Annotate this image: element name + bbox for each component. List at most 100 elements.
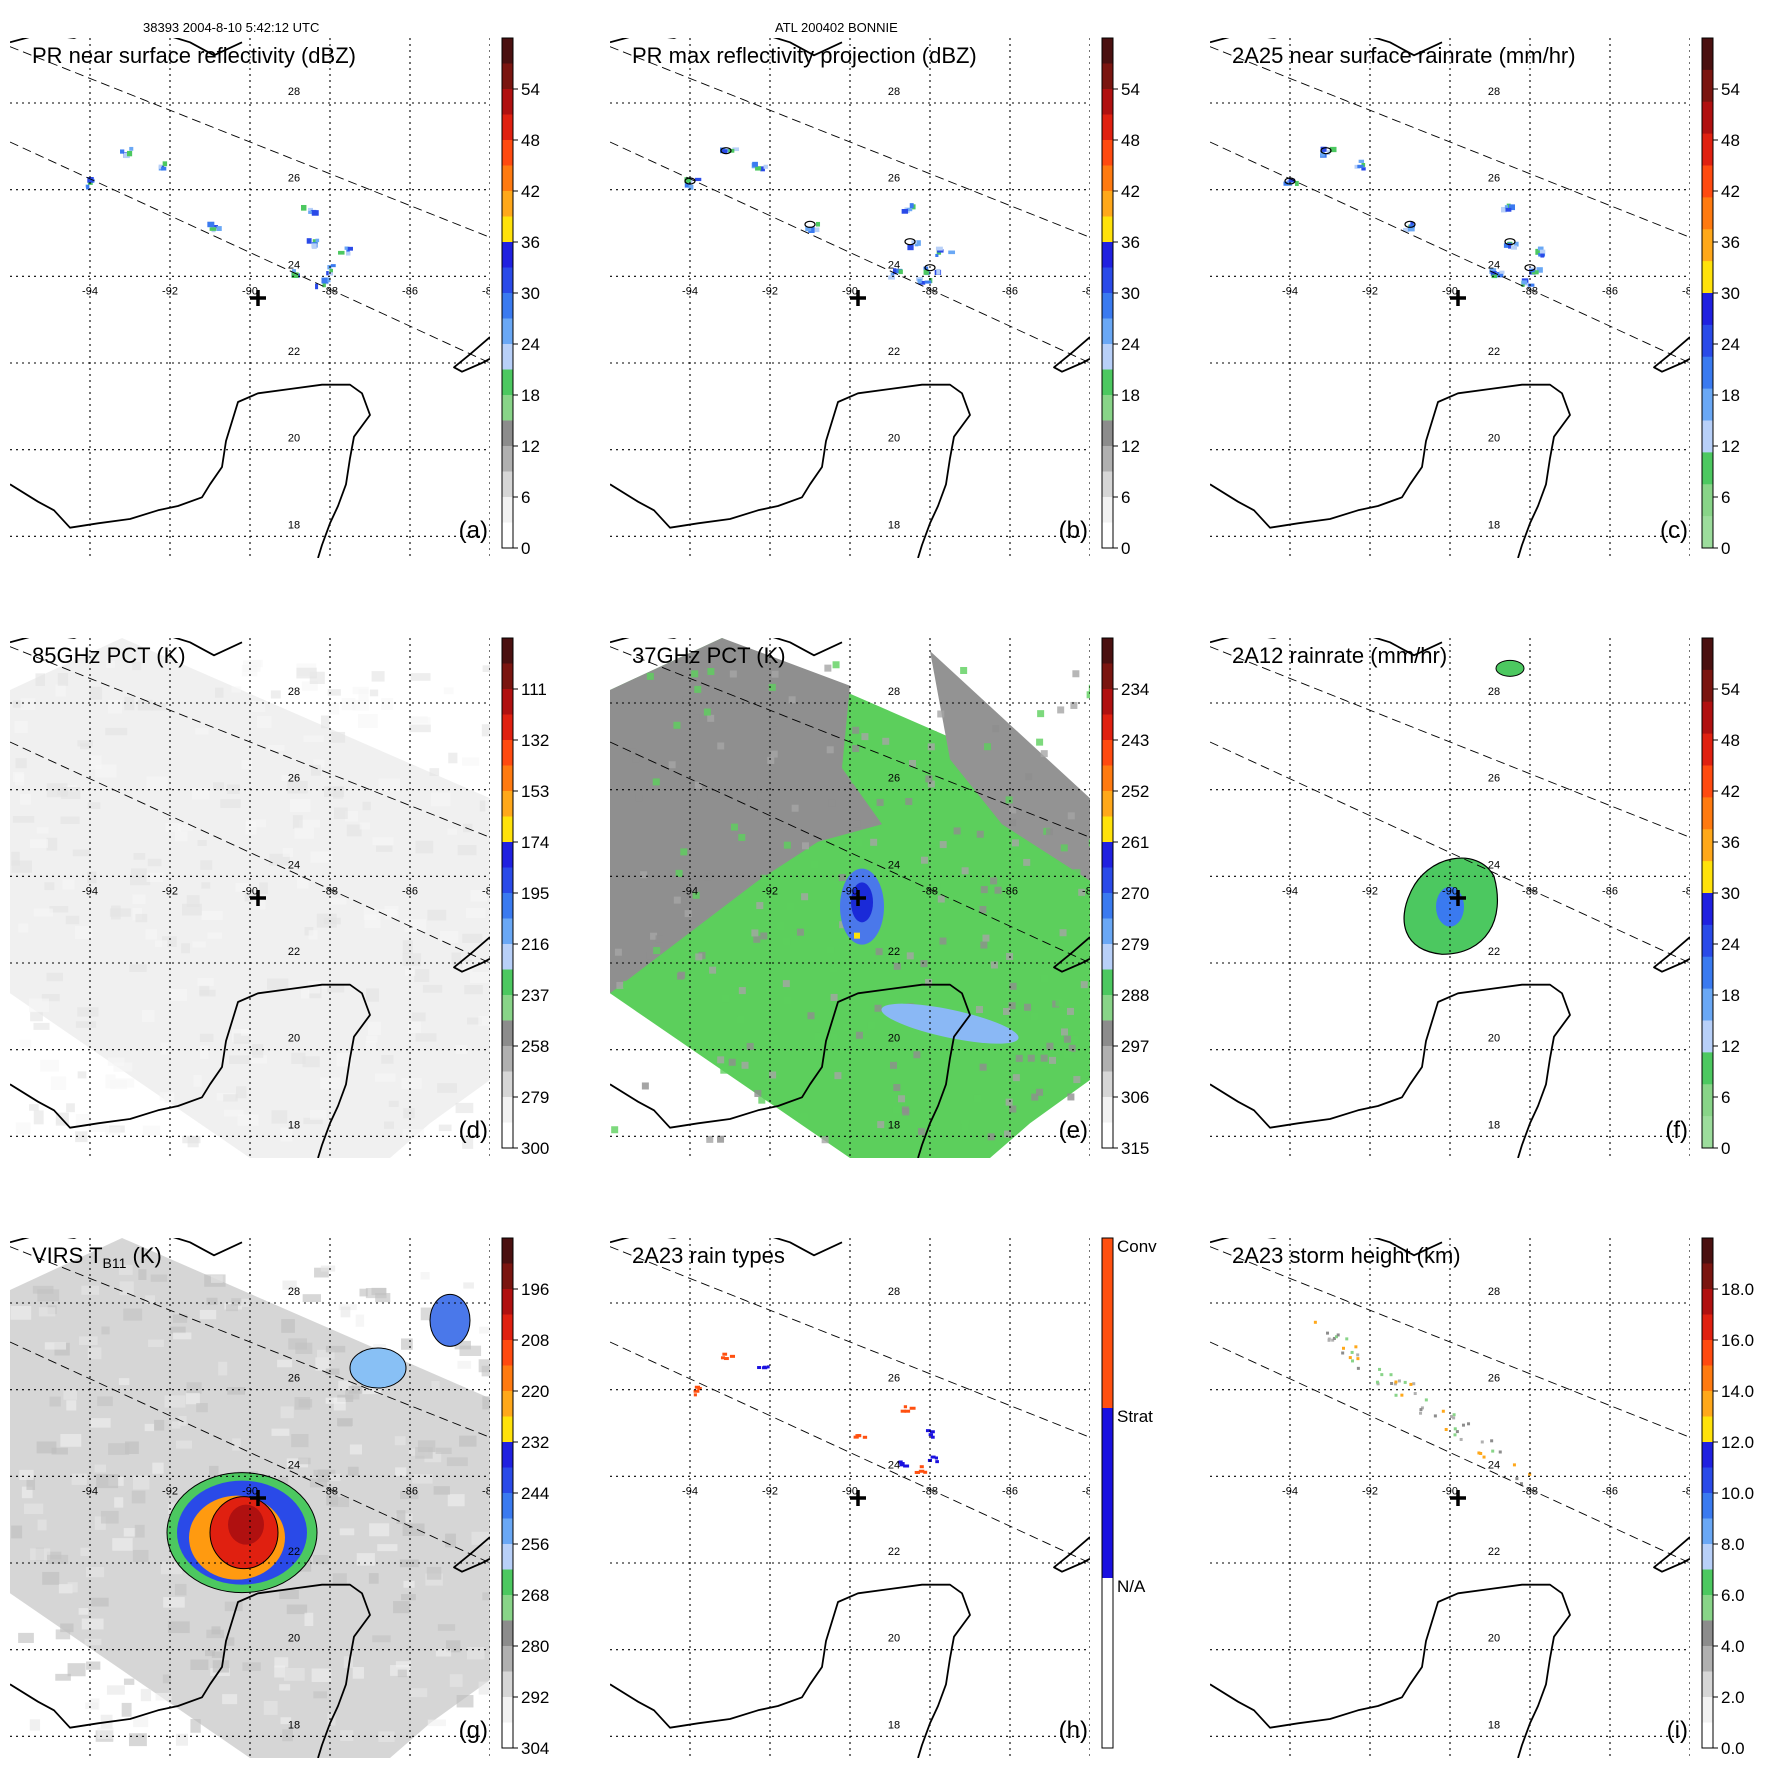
echo-pixel — [901, 208, 909, 214]
pixel-cell — [408, 1021, 421, 1034]
height-pixel — [1480, 1440, 1484, 1444]
colorbar-band — [1702, 988, 1713, 1021]
echo-pixel — [162, 161, 168, 167]
pixel-cell — [165, 823, 181, 832]
chart-svg: -94 -92 -90 -88 -86 -84 28 26 24 22 20 18 18.0 16.0 14… — [1210, 1237, 1754, 1758]
echo-pixel — [300, 204, 307, 211]
height-pixel — [1341, 1351, 1345, 1355]
echo-pixel — [1354, 164, 1361, 169]
pixel-cell — [451, 952, 461, 966]
echo-pixel — [1514, 241, 1519, 247]
echo-pixel — [1540, 251, 1545, 258]
pixel-cell — [470, 890, 488, 902]
coastline-cuba — [453, 936, 490, 973]
height-pixel — [1332, 1336, 1336, 1340]
pixel-cell — [212, 1660, 230, 1673]
storm-center-marker — [250, 290, 266, 306]
pixel-cell — [611, 1126, 619, 1134]
pixel-cell — [682, 696, 690, 704]
pixel-cell — [893, 962, 901, 970]
pixel-cell — [455, 1102, 474, 1114]
colorbar-band — [1102, 1122, 1113, 1149]
pixel-cell — [207, 932, 223, 939]
coast-blue — [881, 1003, 1019, 1044]
colorbar-band — [502, 1071, 513, 1098]
pixel-cell — [707, 667, 715, 675]
storm-center-marker — [250, 890, 266, 906]
colorbar-band — [1702, 669, 1713, 703]
colorbar-band — [502, 791, 513, 817]
pixel-cell — [280, 1127, 293, 1142]
lon-tick-label: -94 — [82, 1486, 98, 1498]
pixel-cell — [325, 1345, 346, 1353]
pixel-cell — [328, 1473, 341, 1482]
lon-tick-label: -86 — [1602, 1486, 1618, 1498]
pixel-cell — [1036, 738, 1044, 746]
pixel-cell — [349, 1444, 362, 1455]
coastline-yucatan — [1210, 383, 1571, 558]
pixel-cell — [232, 1438, 241, 1451]
pixel-cell — [769, 1071, 777, 1079]
echo-pixel — [312, 239, 318, 245]
chart-svg: -94 -92 -90 -88 -86 -84 28 26 24 22 20 18 54 48 42 36 30… — [1210, 37, 1740, 558]
pixel-cell — [870, 838, 878, 846]
lat-tick-label: 20 — [888, 1033, 900, 1045]
colorbar-band — [1702, 733, 1713, 766]
chart-title: PR near surface reflectivity (dBZ) — [32, 43, 356, 68]
swath-edge-north — [1210, 646, 1690, 838]
echo-contour — [804, 220, 816, 228]
pixel-cell — [352, 699, 370, 711]
pixel-cell — [821, 1136, 829, 1144]
pixel-cell — [395, 1467, 407, 1476]
pixel-cell — [457, 1360, 472, 1369]
pixel-cell — [445, 1640, 461, 1653]
colorbar-tick-label: 36 — [1721, 233, 1740, 252]
pixel-cell — [404, 968, 416, 976]
height-pixel — [1452, 1413, 1456, 1417]
pixel-cell — [429, 768, 440, 777]
pixel-cell — [668, 761, 676, 769]
pixel-cell — [65, 915, 80, 925]
pixel-cell — [123, 1528, 136, 1537]
pixel-cell — [729, 670, 737, 678]
colorbar-tick-label: 153 — [521, 782, 549, 801]
height-pixel — [1490, 1439, 1494, 1443]
rain-type-pixel — [903, 1464, 910, 1468]
lat-tick-label: 24 — [1488, 259, 1500, 271]
colorbar-band — [502, 1697, 513, 1723]
pixel-cell — [49, 906, 69, 913]
ir-cell-ne — [349, 1347, 407, 1389]
colorbar-tick-label: 258 — [521, 1037, 549, 1056]
echo-pixel — [1357, 164, 1364, 169]
pixel-cell — [980, 886, 988, 894]
colorbar-band — [1702, 1697, 1713, 1723]
lat-tick-label: 28 — [888, 686, 900, 698]
pixel-cell — [424, 1451, 442, 1463]
colorbar-band — [502, 867, 513, 894]
lat-tick-label: 26 — [1488, 773, 1500, 785]
pixel-cell — [302, 1056, 320, 1068]
pixel-cell — [190, 1718, 201, 1733]
pixel-cell — [119, 1281, 134, 1296]
pixel-cell — [454, 1340, 471, 1350]
height-pixel — [1350, 1350, 1354, 1354]
echo-pixel — [1501, 206, 1507, 213]
colorbar-tick-label: 12.0 — [1721, 1433, 1754, 1452]
colorbar-band — [502, 740, 513, 766]
height-pixel — [1409, 1382, 1413, 1386]
pixel-cell — [274, 1665, 286, 1678]
echo-pixel — [948, 250, 956, 255]
chart-title-text: VIRS T — [32, 1243, 103, 1268]
lon-tick-label: -84 — [1682, 286, 1698, 298]
colorbar-tick-label: 243 — [1121, 731, 1149, 750]
colorbar-tick-label: 279 — [1121, 935, 1149, 954]
pixel-cell — [257, 716, 272, 728]
height-pixel — [1424, 1398, 1428, 1402]
pixel-cell — [415, 1033, 437, 1042]
echo-pixel — [158, 164, 162, 169]
pixel-cell — [1049, 1056, 1057, 1064]
lat-tick-label: 24 — [288, 859, 300, 871]
colorbar-band — [1102, 1097, 1113, 1123]
pixel-cell — [15, 758, 27, 769]
colorbar-band — [502, 765, 513, 792]
